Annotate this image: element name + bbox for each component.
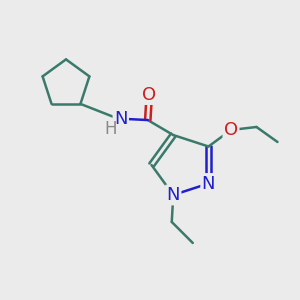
Text: N: N <box>114 110 128 128</box>
Text: H: H <box>104 120 116 138</box>
Text: O: O <box>142 85 156 103</box>
Text: O: O <box>224 121 238 139</box>
Text: N: N <box>167 186 180 204</box>
Text: N: N <box>202 175 215 193</box>
